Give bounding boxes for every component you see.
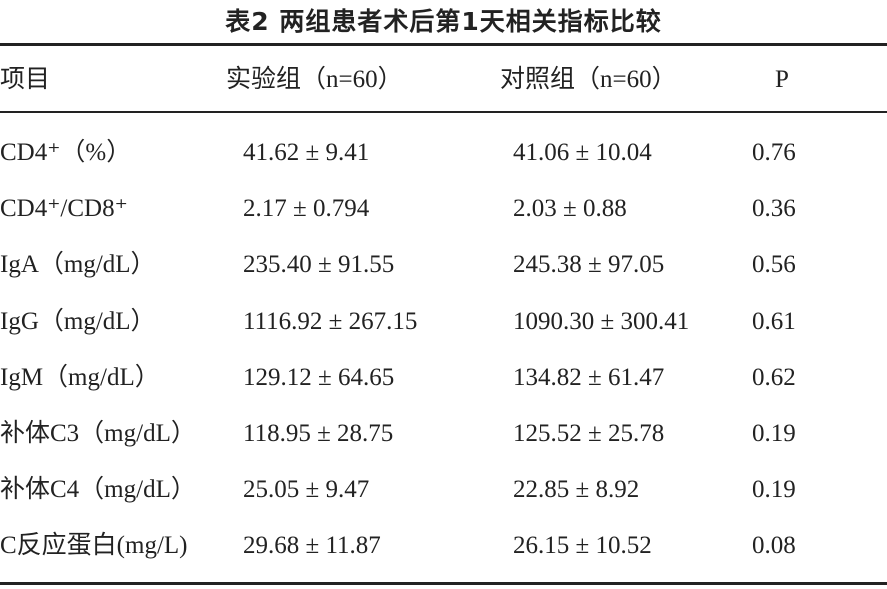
table-cell: CD4⁺（%）	[0, 139, 132, 166]
table-cell: C反应蛋白(mg/L)	[0, 532, 188, 560]
table-cell: 0.76	[752, 139, 796, 166]
table-cell: 129.12 ± 64.65	[243, 363, 395, 391]
table-cell: 26.15 ± 10.52	[513, 532, 652, 560]
table-cell: IgG（mg/dL）	[0, 307, 156, 335]
header-cell: P	[775, 66, 789, 93]
table-cell: 25.05 ± 9.47	[243, 476, 370, 504]
top-rule	[0, 43, 887, 46]
table-cell: 0.56	[752, 251, 796, 279]
table-cell: 29.68 ± 11.87	[243, 532, 381, 560]
table-cell: 1090.30 ± 300.41	[513, 307, 690, 335]
table-cell: IgM（mg/dL）	[0, 363, 160, 391]
table-cell: 2.03 ± 0.88	[513, 195, 627, 223]
table-cell: 235.40 ± 91.55	[243, 251, 395, 279]
table-cell: 补体C3（mg/dL）	[0, 420, 196, 447]
table-cell: 41.06 ± 10.04	[513, 139, 652, 166]
table-cell: 0.36	[752, 195, 796, 223]
table-cell: 118.95 ± 28.75	[243, 420, 394, 447]
table-cell: 125.52 ± 25.78	[513, 420, 665, 447]
table-cell: 22.85 ± 8.92	[513, 476, 640, 504]
table-cell: IgA（mg/dL）	[0, 251, 156, 279]
table-cell: 0.61	[752, 307, 796, 335]
header-cell: 实验组（n=60）	[226, 66, 403, 93]
table-cell: 补体C4（mg/dL）	[0, 476, 196, 504]
table-cell: 0.62	[752, 363, 796, 391]
table-cell: 1116.92 ± 267.15	[243, 307, 418, 335]
header-rule	[0, 111, 887, 113]
table-cell: 134.82 ± 61.47	[513, 363, 665, 391]
table-cell: 0.19	[752, 420, 796, 447]
table-cell: 0.08	[752, 532, 796, 560]
table-cell: 0.19	[752, 476, 796, 504]
table-cell: 245.38 ± 97.05	[513, 251, 665, 279]
table-cell: CD4⁺/CD8⁺	[0, 195, 128, 223]
table-title: 表2 两组患者术后第1天相关指标比较	[225, 7, 662, 36]
header-cell: 项目	[0, 66, 51, 93]
bottom-rule	[0, 582, 887, 585]
table-cell: 41.62 ± 9.41	[243, 139, 370, 166]
header-cell: 对照组（n=60）	[500, 66, 677, 93]
table-cell: 2.17 ± 0.794	[243, 195, 370, 223]
